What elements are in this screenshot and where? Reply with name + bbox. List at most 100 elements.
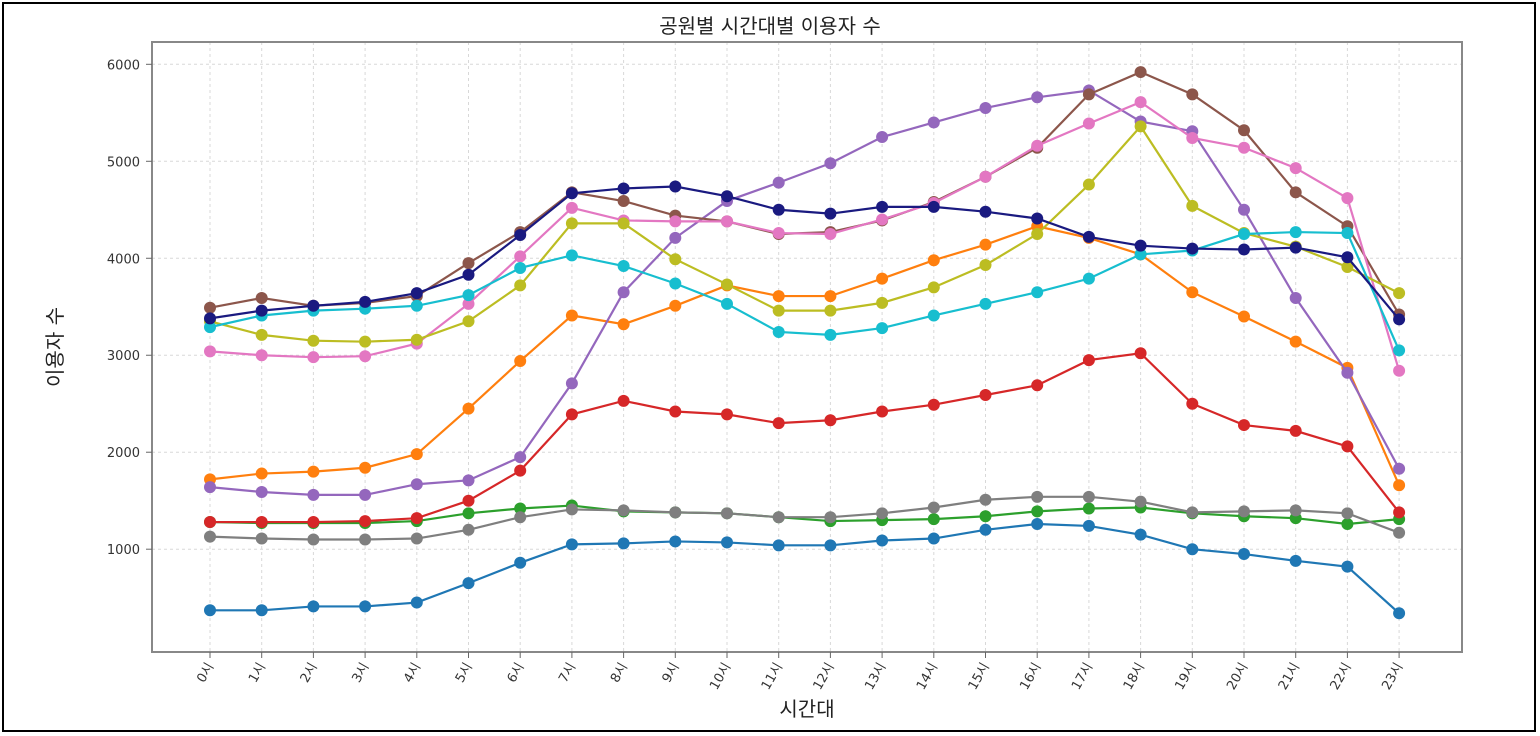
data-point <box>617 260 630 273</box>
data-point <box>255 532 268 545</box>
y-tick-label: 2000 <box>107 446 140 461</box>
x-tick-label: 15시 <box>966 661 993 693</box>
data-point <box>255 516 268 529</box>
x-tick-label: 17시 <box>1069 661 1096 693</box>
data-point <box>927 398 940 411</box>
data-point <box>204 312 216 325</box>
x-tick-label: 2시 <box>298 661 321 686</box>
data-point <box>1186 397 1199 410</box>
data-point <box>927 281 940 294</box>
data-point <box>927 254 940 267</box>
series-line <box>209 124 1400 343</box>
data-point <box>514 464 527 477</box>
data-point <box>876 534 889 547</box>
data-point <box>772 176 785 189</box>
data-point <box>979 259 992 272</box>
series-line <box>210 522 1400 615</box>
data-point <box>1134 495 1147 508</box>
data-point <box>617 286 630 299</box>
data-point <box>1341 560 1354 573</box>
data-point <box>1238 228 1250 241</box>
data-point <box>1031 91 1044 104</box>
series-10 <box>204 226 1406 357</box>
data-point <box>669 231 682 244</box>
data-point <box>1341 440 1354 453</box>
data-point <box>1289 226 1302 239</box>
series-line <box>210 352 1400 524</box>
data-point <box>514 228 527 241</box>
y-axis-ticks: 1000 2000 3000 4000 5000 6000 <box>107 58 152 558</box>
data-point <box>669 299 682 312</box>
data-point <box>1082 354 1095 367</box>
data-point <box>565 187 578 200</box>
data-point <box>255 328 268 341</box>
data-point <box>824 290 837 303</box>
data-point <box>514 250 527 263</box>
data-point <box>927 501 940 514</box>
data-point <box>565 538 578 551</box>
data-point <box>514 511 527 524</box>
data-point <box>1393 479 1406 492</box>
data-point <box>669 215 682 228</box>
data-point <box>927 513 940 526</box>
series-3 <box>204 499 1406 530</box>
data-point <box>1031 139 1044 152</box>
data-point <box>617 394 630 407</box>
data-point <box>876 213 889 226</box>
data-point <box>462 523 475 536</box>
data-point <box>514 261 527 274</box>
data-point <box>669 506 682 519</box>
data-point <box>721 536 733 549</box>
data-point <box>359 533 372 546</box>
data-point <box>1341 192 1354 205</box>
data-point <box>721 507 733 520</box>
data-point <box>979 389 992 402</box>
chart-title: 공원별 시간대별 이용자 수 <box>659 14 881 38</box>
data-point <box>979 510 992 523</box>
data-point <box>204 321 216 334</box>
data-point <box>462 402 475 415</box>
data-point <box>927 200 940 213</box>
data-point <box>772 203 785 216</box>
data-point <box>617 182 630 195</box>
data-point <box>1289 292 1302 305</box>
data-point <box>772 227 785 240</box>
data-point <box>1031 379 1044 392</box>
data-point <box>1393 462 1406 475</box>
data-point <box>255 467 268 480</box>
data-point <box>514 355 527 368</box>
data-point <box>669 253 682 266</box>
data-point <box>1082 519 1095 532</box>
x-tick-label: 6시 <box>505 661 528 686</box>
data-point <box>617 195 630 208</box>
data-point <box>565 249 578 262</box>
data-point <box>721 190 733 203</box>
series-line <box>209 495 1400 541</box>
data-point <box>1186 132 1199 145</box>
x-tick-label: 3시 <box>349 661 372 686</box>
data-point <box>669 277 682 290</box>
x-tick-label: 18시 <box>1121 661 1148 693</box>
data-point <box>824 511 837 524</box>
data-point <box>772 417 785 430</box>
data-point <box>514 556 527 569</box>
data-point <box>565 408 578 421</box>
series-11 <box>204 180 1406 326</box>
y-tick-label: 6000 <box>107 58 140 73</box>
data-point <box>617 318 630 331</box>
data-point <box>1238 548 1250 561</box>
data-point <box>1238 419 1250 432</box>
data-point <box>876 272 889 285</box>
data-point <box>824 157 837 170</box>
data-point <box>979 101 992 114</box>
data-point <box>1289 162 1302 175</box>
x-tick-label: 16시 <box>1017 661 1044 693</box>
y-tick-label: 1000 <box>107 543 140 558</box>
data-point <box>307 600 320 613</box>
x-tick-label: 23시 <box>1379 661 1406 693</box>
data-point <box>1082 117 1095 130</box>
data-point <box>721 215 733 228</box>
x-tick-label: 14시 <box>914 661 941 693</box>
data-point <box>462 268 475 281</box>
data-point <box>824 414 837 427</box>
